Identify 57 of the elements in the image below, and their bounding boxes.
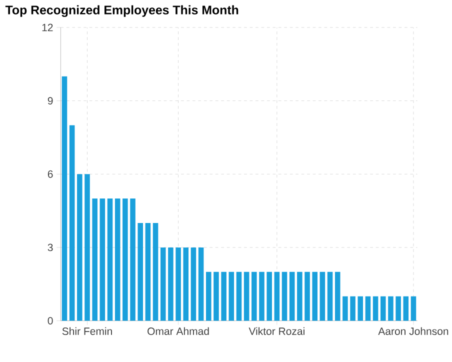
y-tick-label: 3 — [48, 244, 53, 252]
x-tick-label: Omar Ahmad — [148, 327, 209, 335]
bar — [138, 222, 143, 321]
bar — [176, 247, 181, 321]
bar — [380, 296, 386, 321]
bar — [365, 296, 371, 321]
bar — [403, 296, 409, 321]
bar — [266, 272, 272, 321]
bar — [198, 247, 204, 321]
bar — [84, 174, 90, 321]
bar — [289, 272, 295, 321]
bar — [312, 272, 318, 321]
x-tick-label: Aaron Johnson — [378, 327, 448, 335]
y-tick-label: 9 — [48, 96, 53, 104]
bar — [297, 272, 302, 321]
bar — [160, 247, 166, 321]
chart-title: Top Recognized Employees This Month — [5, 5, 238, 17]
bar — [244, 272, 250, 321]
bar — [130, 198, 136, 321]
bar — [152, 222, 158, 321]
bar — [252, 272, 257, 321]
y-tick-label: 0 — [48, 316, 53, 324]
bar — [304, 272, 310, 321]
bar — [372, 296, 378, 321]
bar — [92, 198, 98, 321]
bar — [350, 296, 356, 321]
bar — [190, 247, 196, 321]
bar — [114, 198, 120, 321]
y-tick-label: 6 — [48, 170, 53, 178]
bar — [396, 296, 401, 321]
bar — [122, 198, 128, 321]
bar — [342, 296, 348, 321]
bar — [206, 272, 212, 321]
bar — [183, 247, 189, 321]
bar — [228, 272, 234, 321]
bar — [259, 272, 264, 321]
y-tick-label: 12 — [42, 24, 53, 31]
x-tick-label: Shir Femin — [62, 327, 112, 335]
bar — [214, 272, 219, 321]
bar — [100, 198, 106, 321]
bar — [410, 296, 416, 321]
bar — [77, 174, 82, 321]
x-tick-label: Viktor Rozai — [248, 327, 304, 335]
bar — [282, 272, 288, 321]
bar — [168, 247, 174, 321]
bar — [236, 272, 242, 321]
bar — [388, 296, 394, 321]
bar — [62, 76, 68, 321]
bar — [334, 272, 340, 321]
bar — [107, 198, 113, 321]
bar — [221, 272, 226, 321]
bar — [69, 125, 75, 321]
bar — [327, 272, 333, 321]
bar — [320, 272, 326, 321]
bar — [358, 296, 364, 321]
bar — [274, 272, 280, 321]
bar — [145, 222, 151, 321]
